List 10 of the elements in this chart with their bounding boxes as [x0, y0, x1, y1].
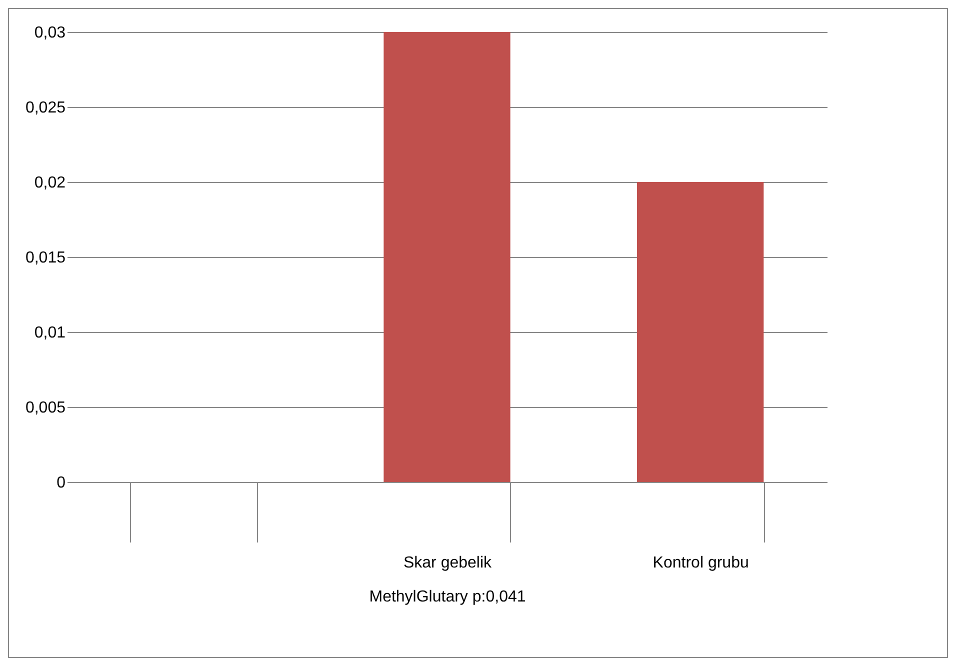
y-tick-label: 0,02 — [34, 174, 66, 192]
y-tick-label: 0,03 — [34, 24, 66, 42]
y-tick-label: 0,01 — [34, 324, 66, 342]
x-axis-title: MethylGlutary p:0,041 — [369, 588, 526, 606]
x-tick-label: Kontrol grubu — [652, 554, 749, 572]
y-tick-label: 0,005 — [25, 400, 66, 416]
y-tick-label: 0,015 — [25, 250, 66, 266]
x-tick-label: Skar gebelik — [403, 554, 493, 572]
y-tick-label: 0,025 — [25, 100, 66, 116]
y-tick-label: 0 — [56, 474, 66, 492]
